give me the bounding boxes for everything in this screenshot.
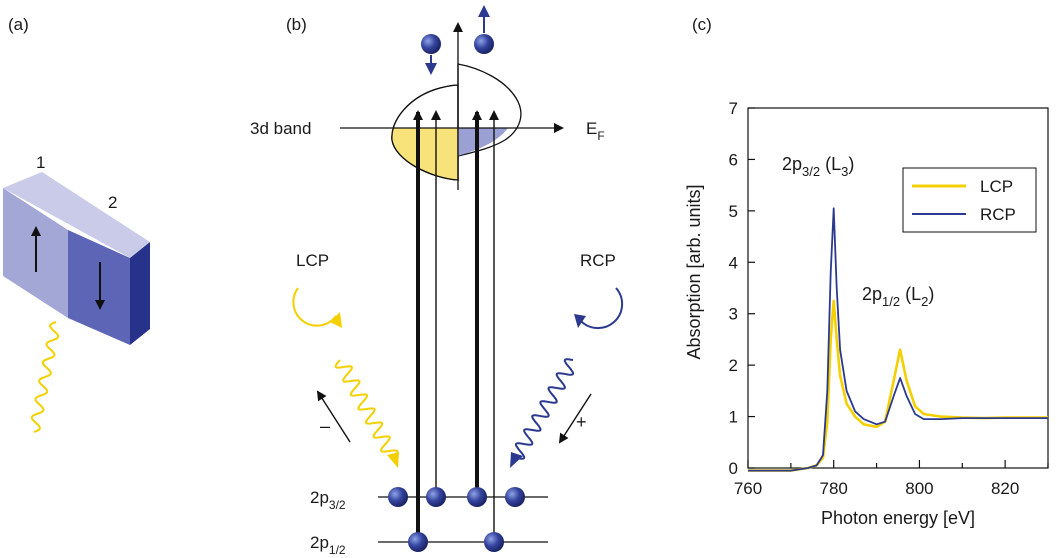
y-tick-label: 1 <box>729 408 738 427</box>
rcp-photon-wave <box>514 358 575 460</box>
dos-left-filled <box>391 128 458 180</box>
dos-right-outline <box>457 63 522 157</box>
y-axis-title: Absorption [arb. units] <box>684 184 704 359</box>
band-label: 3d band <box>250 119 311 138</box>
slab-side-face <box>130 242 150 345</box>
lcp-label: LCP <box>296 251 329 270</box>
legend-lcp-label: LCP <box>980 177 1013 196</box>
y-tick-label: 5 <box>729 202 738 221</box>
core-electron <box>426 487 446 507</box>
panel-c-label: (c) <box>692 15 712 34</box>
lcp-helicity-arrow <box>316 390 351 443</box>
rcp-label: RCP <box>580 251 616 270</box>
x-tick-label: 800 <box>905 479 933 498</box>
y-tick-label: 3 <box>729 305 738 324</box>
core-electron <box>408 532 428 552</box>
level-2p12-label: 2p1/2 <box>310 533 346 557</box>
domain-2-label: 2 <box>108 193 117 212</box>
peak-l3-label: 2p3/2 (L3) <box>782 154 854 179</box>
plot-series <box>748 207 1048 472</box>
plus-sign: + <box>576 412 587 432</box>
x-axis-title: Photon energy [eV] <box>821 508 975 528</box>
spin-down-electron <box>421 34 441 54</box>
legend-rcp-label: RCP <box>980 205 1016 224</box>
slab-top-face <box>3 172 150 258</box>
y-tick-label: 6 <box>729 150 738 169</box>
panel-c: (c) 0 1 2 3 4 5 6 7 760 780 800 820 Photon energy … <box>684 15 1049 528</box>
lcp-rotation-head <box>330 312 342 328</box>
rcp-photon-head <box>510 452 523 468</box>
rcp-helicity-arrow <box>558 393 592 444</box>
lcp-photon-head <box>387 452 399 468</box>
x-axis: 760 780 800 820 <box>734 460 1049 498</box>
y-tick-label: 2 <box>729 356 738 375</box>
dos-right-filled <box>458 128 508 156</box>
rcp-rotation-arc <box>579 287 624 330</box>
rcp-rotation-head <box>574 314 586 328</box>
legend: LCP RCP <box>902 167 1037 233</box>
domain-1-label: 1 <box>36 153 45 172</box>
core-electron <box>467 487 487 507</box>
minus-sign: – <box>320 416 330 436</box>
y-axis: 0 1 2 3 4 5 6 7 <box>729 99 755 478</box>
y-tick-label: 4 <box>729 253 738 272</box>
series-line-rcp <box>748 207 1048 472</box>
lcp-rotation-arc <box>292 287 337 327</box>
lcp-photon-wave <box>334 359 399 459</box>
x-tick-label: 780 <box>820 479 848 498</box>
y-tick-label: 0 <box>729 459 738 478</box>
photon-wave-a <box>30 321 60 433</box>
core-electron <box>484 532 504 552</box>
peak-l2-label: 2p1/2 (L2) <box>862 284 934 309</box>
panel-a: (a) 1 2 <box>3 15 150 433</box>
core-electron <box>505 487 525 507</box>
y-tick-label: 7 <box>729 99 738 118</box>
plot-frame <box>747 107 1049 469</box>
panel-b: (b) 3d band EF 2p3/2 2p1/2 <box>250 5 624 557</box>
x-tick-label: 820 <box>991 479 1019 498</box>
level-2p32-label: 2p3/2 <box>310 488 346 512</box>
fermi-label: EF <box>586 119 605 143</box>
panel-a-label: (a) <box>8 15 29 34</box>
panel-b-label: (b) <box>286 15 307 34</box>
legend-box <box>902 167 1037 233</box>
spin-up-electron <box>474 34 494 54</box>
core-electron <box>388 487 408 507</box>
x-tick-label: 760 <box>734 479 762 498</box>
